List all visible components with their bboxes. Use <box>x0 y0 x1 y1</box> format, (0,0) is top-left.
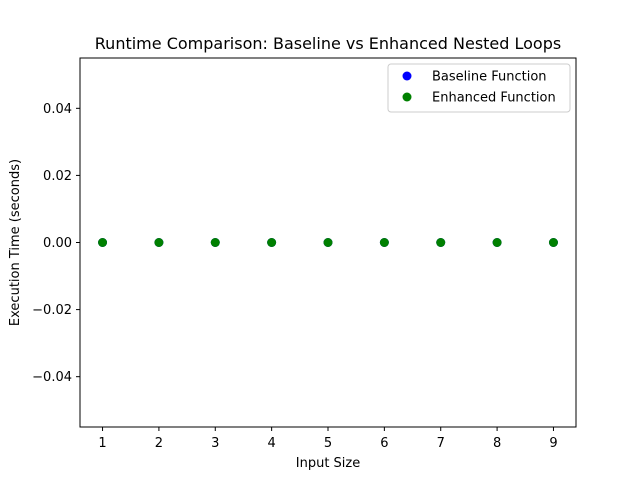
y-axis-ticks: −0.04 −0.02 0.00 0.02 0.04 <box>32 102 80 385</box>
legend-box <box>387 63 571 113</box>
legend-marker-baseline-function <box>402 71 412 81</box>
data-point-enhanced-function <box>379 238 389 247</box>
legend-label-enhanced-function: Enhanced Function <box>432 91 556 106</box>
y-axis-label: Execution Time (seconds) <box>8 159 23 326</box>
legend-label-baseline-function: Baseline Function <box>432 70 547 85</box>
data-point-enhanced-function <box>210 238 220 247</box>
chart-title: Runtime Comparison: Baseline vs Enhanced… <box>95 34 561 53</box>
data-point-enhanced-function <box>492 238 502 247</box>
legend-marker-enhanced-function <box>402 92 412 102</box>
x-tick-label: 9 <box>549 436 557 451</box>
y-tick-label: 0.02 <box>43 169 72 184</box>
data-point-enhanced-function <box>548 238 558 247</box>
x-tick-label: 2 <box>155 436 163 451</box>
x-tick-label: 1 <box>98 436 106 451</box>
legend: Baseline Function Enhanced Function <box>387 63 571 113</box>
y-tick-label: 0.04 <box>43 102 72 117</box>
data-point-enhanced-function <box>154 238 164 247</box>
y-tick-label: −0.04 <box>32 370 72 385</box>
y-tick-label: −0.02 <box>32 303 72 318</box>
plot-frame <box>79 57 577 428</box>
x-tick-label: 3 <box>211 436 219 451</box>
x-tick-label: 6 <box>380 436 388 451</box>
x-tick-label: 4 <box>267 436 275 451</box>
x-axis-ticks: 1 2 3 4 5 6 7 8 9 <box>98 427 558 451</box>
data-point-enhanced-function <box>323 238 333 247</box>
x-tick-label: 7 <box>437 436 445 451</box>
x-tick-label: 5 <box>324 436 332 451</box>
data-point-enhanced-function <box>267 238 277 247</box>
x-axis-label: Input Size <box>296 456 360 471</box>
data-points <box>98 238 558 247</box>
x-tick-label: 8 <box>493 436 501 451</box>
data-point-enhanced-function <box>98 238 108 247</box>
data-point-enhanced-function <box>436 238 446 247</box>
y-tick-label: 0.00 <box>43 236 72 251</box>
